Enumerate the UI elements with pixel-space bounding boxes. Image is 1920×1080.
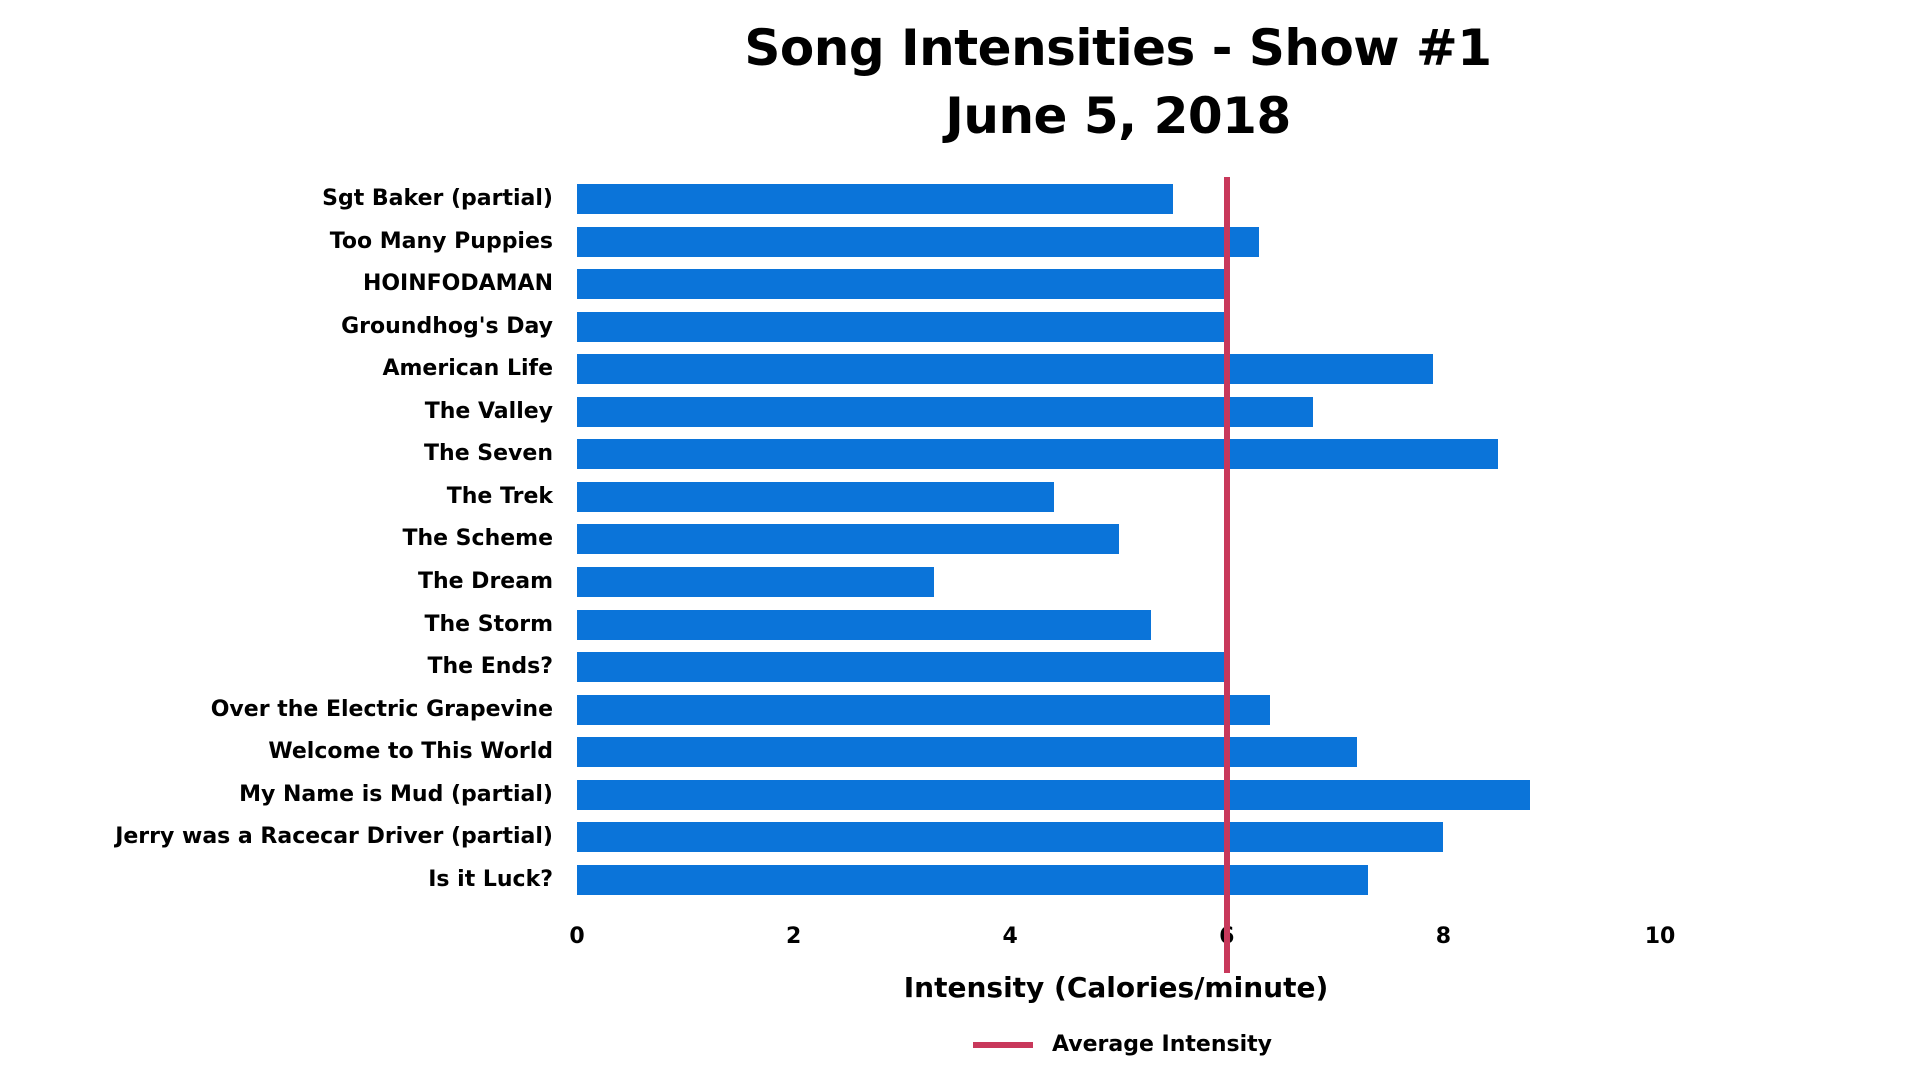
y-axis-category-label: Too Many Puppies xyxy=(329,228,553,254)
y-axis-category-label: The Trek xyxy=(446,483,553,509)
legend-average-label: Average Intensity xyxy=(1052,1032,1272,1057)
y-axis-category-label: Over the Electric Grapevine xyxy=(210,696,553,722)
chart-title-line1: Song Intensities - Show #1 xyxy=(744,19,1492,77)
y-axis-category-label: Welcome to This World xyxy=(268,739,553,765)
bar-row: Welcome to This World xyxy=(0,737,1920,768)
bar-row: The Ends? xyxy=(0,652,1920,683)
y-axis-category-label: The Scheme xyxy=(402,526,553,552)
bar xyxy=(577,226,1260,257)
x-axis-tick-label: 4 xyxy=(1002,924,1018,949)
bar xyxy=(577,396,1314,427)
bar xyxy=(577,652,1227,683)
y-axis-category-label: My Name is Mud (partial) xyxy=(239,781,553,807)
bar xyxy=(577,439,1498,470)
bar-row: The Seven xyxy=(0,439,1920,470)
bar xyxy=(577,481,1054,512)
bar-row: Is it Luck? xyxy=(0,864,1920,895)
bar xyxy=(577,609,1151,640)
bar xyxy=(577,694,1271,725)
x-axis-tick-label: 8 xyxy=(1435,924,1452,949)
bar-row: The Scheme xyxy=(0,524,1920,555)
bar-row: My Name is Mud (partial) xyxy=(0,779,1920,810)
bar-row: HOINFODAMAN xyxy=(0,269,1920,300)
bar xyxy=(577,524,1119,555)
bar-row: Groundhog's Day xyxy=(0,311,1920,342)
y-axis-category-label: Jerry was a Racecar Driver (partial) xyxy=(115,824,553,850)
bar xyxy=(577,354,1433,385)
y-axis-category-label: The Dream xyxy=(417,569,553,595)
y-axis-category-label: Is it Luck? xyxy=(428,866,553,892)
bar-row: The Storm xyxy=(0,609,1920,640)
bar xyxy=(577,311,1227,342)
x-axis-tick-label: 2 xyxy=(785,924,802,949)
bar-row: American Life xyxy=(0,354,1920,385)
chart-title: Song Intensities - Show #1 June 5, 2018 xyxy=(0,14,1920,150)
x-axis-tick-label: 10 xyxy=(1644,924,1676,949)
bar xyxy=(577,779,1531,810)
bar-row: The Dream xyxy=(0,567,1920,598)
bar-row: Sgt Baker (partial) xyxy=(0,184,1920,214)
y-axis-category-label: HOINFODAMAN xyxy=(362,271,553,297)
x-axis-tick-label: 0 xyxy=(569,924,585,949)
average-intensity-line xyxy=(1223,177,1230,973)
bar xyxy=(577,269,1227,300)
bar xyxy=(577,822,1444,853)
chart-title-line2: June 5, 2018 xyxy=(945,87,1291,145)
legend: Average Intensity xyxy=(973,1030,1272,1060)
x-axis-label: Intensity (Calories/minute) xyxy=(903,971,1329,1004)
bar xyxy=(577,864,1368,895)
bar-row: Too Many Puppies xyxy=(0,226,1920,257)
y-axis-category-label: The Valley xyxy=(424,398,553,424)
y-axis-category-label: Groundhog's Day xyxy=(341,313,553,339)
legend-average-line-icon xyxy=(973,1042,1033,1048)
bar xyxy=(577,567,935,598)
bar xyxy=(577,184,1173,214)
bar-row: The Trek xyxy=(0,481,1920,512)
bar xyxy=(577,737,1357,768)
bar-row: The Valley xyxy=(0,396,1920,427)
bar-row: Over the Electric Grapevine xyxy=(0,694,1920,725)
y-axis-category-label: The Seven xyxy=(424,441,553,467)
bar-row: Jerry was a Racecar Driver (partial) xyxy=(0,822,1920,853)
y-axis-category-label: The Storm xyxy=(424,611,554,637)
y-axis-category-label: Sgt Baker (partial) xyxy=(322,186,553,211)
y-axis-category-label: The Ends? xyxy=(427,654,553,680)
y-axis-category-label: American Life xyxy=(382,356,553,382)
